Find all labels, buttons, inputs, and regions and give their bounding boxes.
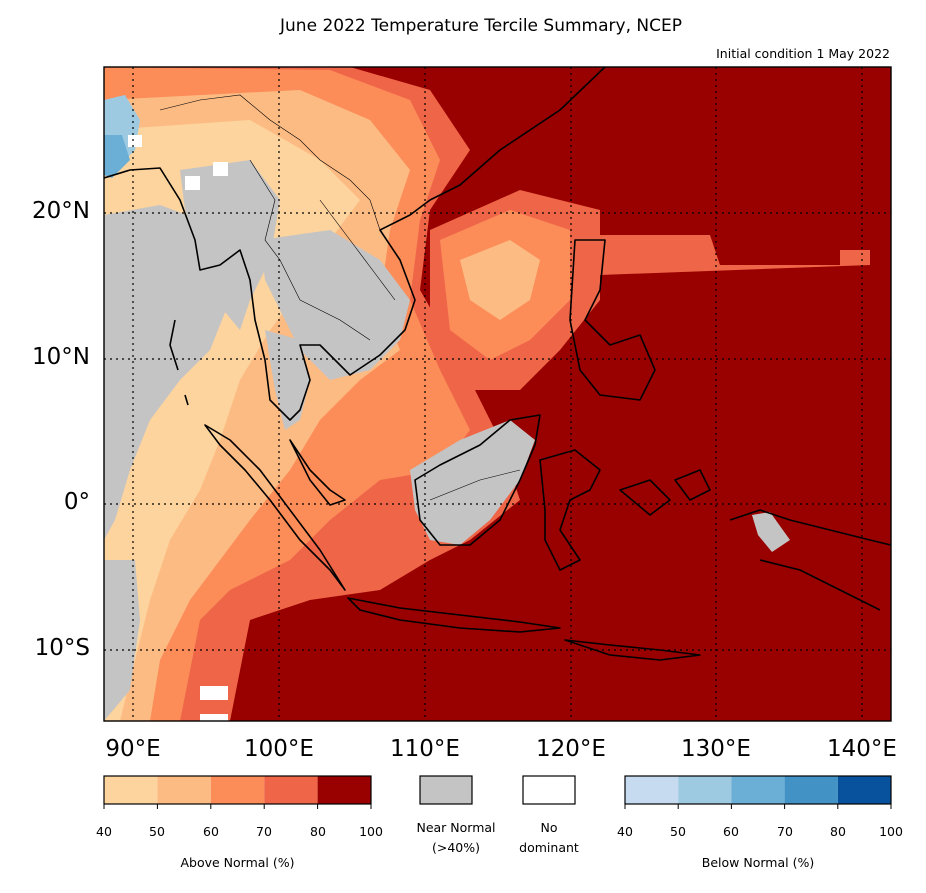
above-tick-70: 70 (256, 824, 272, 839)
below-normal-colorbar (624, 775, 892, 809)
below-tick-50: 50 (670, 824, 686, 839)
below-swatch-70-80 (784, 776, 838, 804)
initial-condition-subtitle: Initial condition 1 May 2022 (716, 46, 890, 61)
no-dominant-label: No dominant (519, 820, 579, 855)
above-normal-title: Above Normal (%) (180, 855, 295, 870)
above-swatch-60-70 (210, 776, 265, 804)
below-normal-title: Below Normal (%) (701, 855, 815, 870)
lon-label-120e: 120°E (536, 736, 606, 762)
above-swatch-80-100 (317, 776, 371, 804)
below-normal-patch-strong (104, 135, 130, 178)
below-swatch-40-50 (625, 776, 679, 804)
below-swatch-60-70 (731, 776, 785, 804)
above-swatch-50-60 (157, 776, 211, 804)
above-tick-100: 100 (359, 824, 383, 839)
near-normal-india-bay (104, 205, 230, 540)
no-dominant-cell (200, 714, 228, 721)
below-tick-70: 70 (777, 824, 793, 839)
no-dominant-cell (128, 135, 142, 147)
near-normal-new-guinea (752, 512, 790, 552)
no-dominant-cell (185, 176, 200, 190)
lon-label-130e: 130°E (681, 736, 751, 762)
above-tick-80: 80 (310, 824, 326, 839)
below-swatch-50-60 (678, 776, 732, 804)
near-normal-thai-peninsula (265, 330, 310, 430)
lat-label-10n: 10°N (32, 344, 90, 370)
below-tick-60: 60 (723, 824, 739, 839)
above-tick-50: 50 (149, 824, 165, 839)
above-tick-40: 40 (96, 824, 112, 839)
lon-label-110e: 110°E (390, 736, 460, 762)
country-borders (159, 94, 521, 501)
gridlines (104, 67, 891, 721)
below-tick-100: 100 (879, 824, 903, 839)
above-50-60-region-scs (460, 240, 540, 320)
above-tick-60: 60 (203, 824, 219, 839)
lat-label-20n: 20°N (32, 198, 90, 224)
near-normal-label: Near Normal (>40%) (416, 820, 496, 855)
map-title: June 2022 Temperature Tercile Summary, N… (280, 16, 682, 36)
near-normal-myanmar (180, 160, 280, 330)
below-tick-80: 80 (830, 824, 846, 839)
above-swatch-40-50 (104, 776, 158, 804)
near-normal-indian-ocean-west (104, 560, 140, 721)
lat-label-0: 0° (63, 489, 90, 515)
above-normal-colorbar (103, 775, 372, 809)
coastlines (104, 67, 891, 661)
no-dominant-swatch (522, 775, 576, 805)
near-normal-borneo (410, 420, 535, 545)
map-frame (103, 66, 892, 722)
lat-label-10s: 10°S (34, 635, 90, 661)
no-dominant-cell (200, 686, 228, 700)
above-70-80-strip-east (600, 235, 870, 275)
near-normal-swatch (419, 775, 473, 805)
below-swatch-80-100 (837, 776, 891, 804)
below-tick-40: 40 (617, 824, 633, 839)
map-area (104, 67, 891, 721)
lon-label-90e: 90°E (105, 736, 161, 762)
lon-label-140e: 140°E (827, 736, 897, 762)
no-dominant-cell (213, 162, 228, 176)
lon-label-100e: 100°E (244, 736, 314, 762)
above-swatch-70-80 (264, 776, 318, 804)
